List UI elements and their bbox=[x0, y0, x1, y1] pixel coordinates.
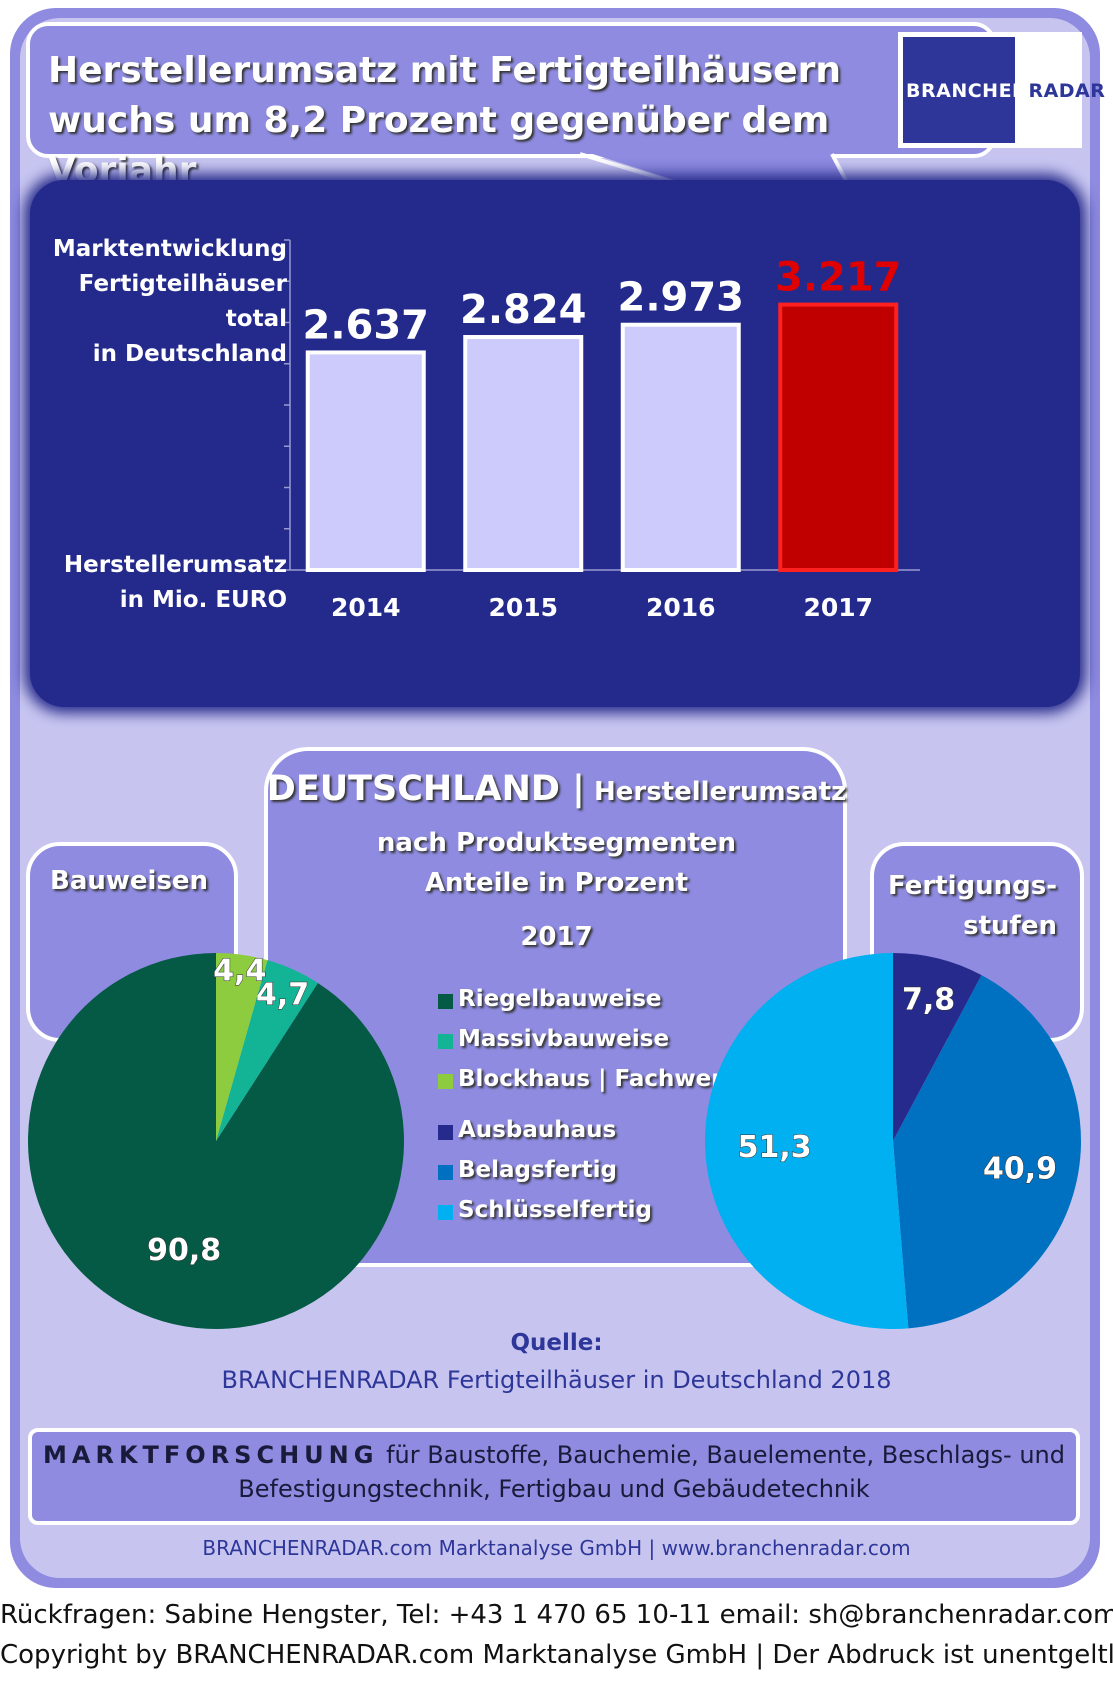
x-tick-label: 2015 bbox=[488, 593, 558, 622]
logo-part-2: RADAR bbox=[1028, 80, 1106, 102]
copyright-line: Copyright by BRANCHENRADAR.com Marktanal… bbox=[0, 1640, 1113, 1670]
chart-title-line-4: in Deutschland bbox=[92, 341, 287, 367]
legend-label: Blockhaus | Fachwerk bbox=[458, 1066, 738, 1092]
bar-value-label: 2.973 bbox=[617, 275, 744, 321]
chart-title-line-2: Fertigteilhäuser bbox=[78, 271, 287, 297]
bar-2015 bbox=[463, 335, 584, 572]
legend-swatch bbox=[438, 1074, 453, 1089]
chart-title-line-3: total bbox=[225, 306, 287, 332]
x-tick-label: 2014 bbox=[331, 593, 401, 622]
branchenradar-logo: BRANCHENRADAR bbox=[898, 32, 1105, 148]
pie-slice-belagsfertig bbox=[893, 975, 1081, 1329]
x-tick-label: 2017 bbox=[803, 593, 873, 622]
source-label: Quelle: bbox=[510, 1330, 603, 1356]
legend-swatch bbox=[438, 1205, 453, 1220]
pie-slice-schlüsselfertig bbox=[705, 953, 909, 1329]
pie-value-label: 90,8 bbox=[147, 1233, 221, 1268]
legend-label: Belagsfertig bbox=[458, 1157, 617, 1183]
legend-swatch bbox=[438, 1034, 453, 1049]
bar-chart: 2.637 2014 2.824 2015 2.973 2016 3.217 2017 bbox=[284, 239, 920, 622]
legend-swatch bbox=[438, 1165, 453, 1180]
pie-value-label: 40,9 bbox=[983, 1151, 1057, 1186]
market-research-text: MARKTFORSCHUNG für Baustoffe, Bauchemie,… bbox=[28, 1438, 1080, 1506]
fertigungsstufen-title-line-2: stufen bbox=[963, 911, 1057, 941]
fertigungsstufen-title: Fertigungs- stufen bbox=[888, 866, 1057, 946]
segments-heading-rest: Herstellerumsatz bbox=[594, 777, 847, 807]
legend-swatch bbox=[438, 994, 453, 1009]
chart-title-line-1: Marktentwicklung bbox=[52, 236, 287, 262]
logo-square bbox=[903, 37, 1015, 143]
pie-slice-riegelbauweise bbox=[27, 953, 404, 1329]
segments-year: 2017 bbox=[520, 922, 593, 952]
market-research-box bbox=[28, 1428, 1080, 1525]
legend-label: Massivbauweise bbox=[458, 1026, 670, 1052]
pie-value-label: 4,7 bbox=[256, 978, 309, 1013]
company-line: BRANCHENRADAR.com Marktanalyse GmbH | ww… bbox=[202, 1536, 911, 1560]
bar-value-label: 3.217 bbox=[775, 255, 902, 301]
pie-slice-massivbauweise bbox=[216, 960, 318, 1141]
pie-slice-blockhaus bbox=[216, 953, 268, 1141]
chart-title: Marktentwicklung Fertigteilhäuser total … bbox=[53, 232, 287, 372]
bar-value-label: 2.637 bbox=[302, 302, 429, 348]
bar-2017 bbox=[778, 302, 899, 572]
pie-value-label: 51,3 bbox=[738, 1130, 812, 1165]
bar-2016 bbox=[620, 322, 741, 572]
y-axis-label-line-2: in Mio. EURO bbox=[119, 587, 287, 613]
market-line-2: Befestigungstechnik, Fertigbau und Gebäu… bbox=[238, 1475, 870, 1503]
headline: Herstellerumsatz mit Fertigteilhäusern w… bbox=[48, 46, 888, 196]
fertigungsstufen-title-line-1: Fertigungs- bbox=[887, 871, 1057, 901]
market-line-1: für Baustoffe, Bauchemie, Bauelemente, B… bbox=[378, 1441, 1065, 1469]
bauweisen-title: Bauweisen bbox=[50, 866, 209, 896]
segments-line-2: nach Produktsegmenten bbox=[376, 828, 737, 858]
y-axis-label-line-1: Herstellerumsatz bbox=[63, 552, 287, 578]
contact-line: Rückfragen: Sabine Hengster, Tel: +43 1 … bbox=[0, 1600, 1113, 1630]
segments-heading-bold: DEUTSCHLAND | bbox=[266, 769, 585, 809]
headline-line-1: Herstellerumsatz mit Fertigteilhäusern bbox=[48, 50, 842, 91]
source-text: BRANCHENRADAR Fertigteilhäuser in Deutsc… bbox=[221, 1366, 892, 1394]
pie-fertigungsstufen: 7,8 40,9 51,3 bbox=[705, 953, 1081, 1329]
logo-part-1: BRANCHEN bbox=[906, 80, 1029, 102]
y-axis-label: Herstellerumsatz in Mio. EURO bbox=[64, 548, 287, 618]
bar-2014 bbox=[305, 350, 426, 572]
legend-label: Schlüsselfertig bbox=[458, 1197, 652, 1223]
market-caps: MARKTFORSCHUNG bbox=[43, 1441, 379, 1469]
x-tick-label: 2016 bbox=[646, 593, 716, 622]
legend-label: Riegelbauweise bbox=[458, 986, 662, 1012]
pie-slice-ausbauhaus bbox=[893, 953, 982, 1141]
headline-bubble bbox=[26, 22, 996, 158]
legend-label: Ausbauhaus bbox=[458, 1117, 617, 1143]
pie-bauweisen: 90,8 4,74,4 bbox=[27, 953, 404, 1329]
pie-value-label: 4,4 bbox=[213, 954, 266, 989]
segments-heading: DEUTSCHLAND | Herstellerumsatz bbox=[0, 767, 1113, 814]
pie-value-label: 7,8 bbox=[902, 983, 955, 1018]
logo-text: BRANCHENRADAR bbox=[906, 80, 1105, 102]
bar-value-label: 2.824 bbox=[460, 287, 587, 333]
segments-line-3: Anteile in Prozent bbox=[424, 868, 689, 898]
legend-swatch bbox=[438, 1125, 453, 1140]
